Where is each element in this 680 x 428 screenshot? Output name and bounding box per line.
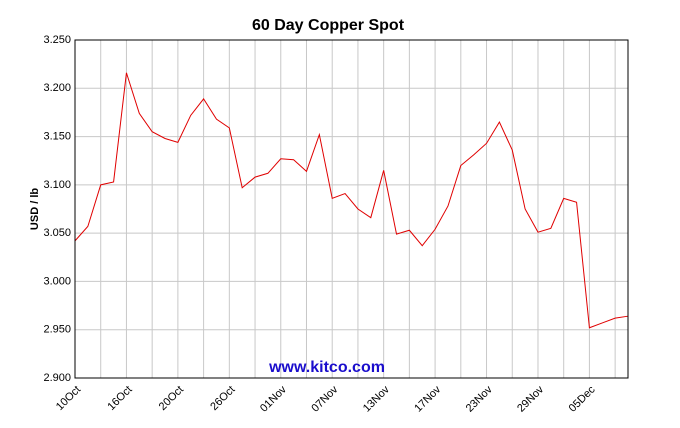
y-tick-label: 2.950 (43, 324, 71, 336)
watermark: www.kitco.com (268, 359, 385, 376)
y-tick-label: 3.200 (43, 82, 71, 94)
y-tick-label: 3.050 (43, 227, 71, 239)
plot-frame (74, 39, 629, 379)
y-tick-label: 3.000 (43, 275, 71, 287)
y-tick-label: 3.250 (43, 34, 71, 46)
plot (74, 72, 629, 329)
y-axis-label: USD / lb (29, 188, 41, 230)
y-tick-label: 3.150 (43, 130, 71, 142)
y-tick-label: 3.100 (43, 179, 71, 191)
y-tick-label: 2.900 (43, 372, 71, 384)
line (74, 72, 629, 329)
chart-title: 60 Day Copper Spot (252, 17, 405, 34)
